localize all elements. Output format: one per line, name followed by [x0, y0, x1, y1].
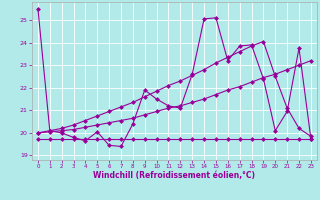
X-axis label: Windchill (Refroidissement éolien,°C): Windchill (Refroidissement éolien,°C) — [93, 171, 255, 180]
